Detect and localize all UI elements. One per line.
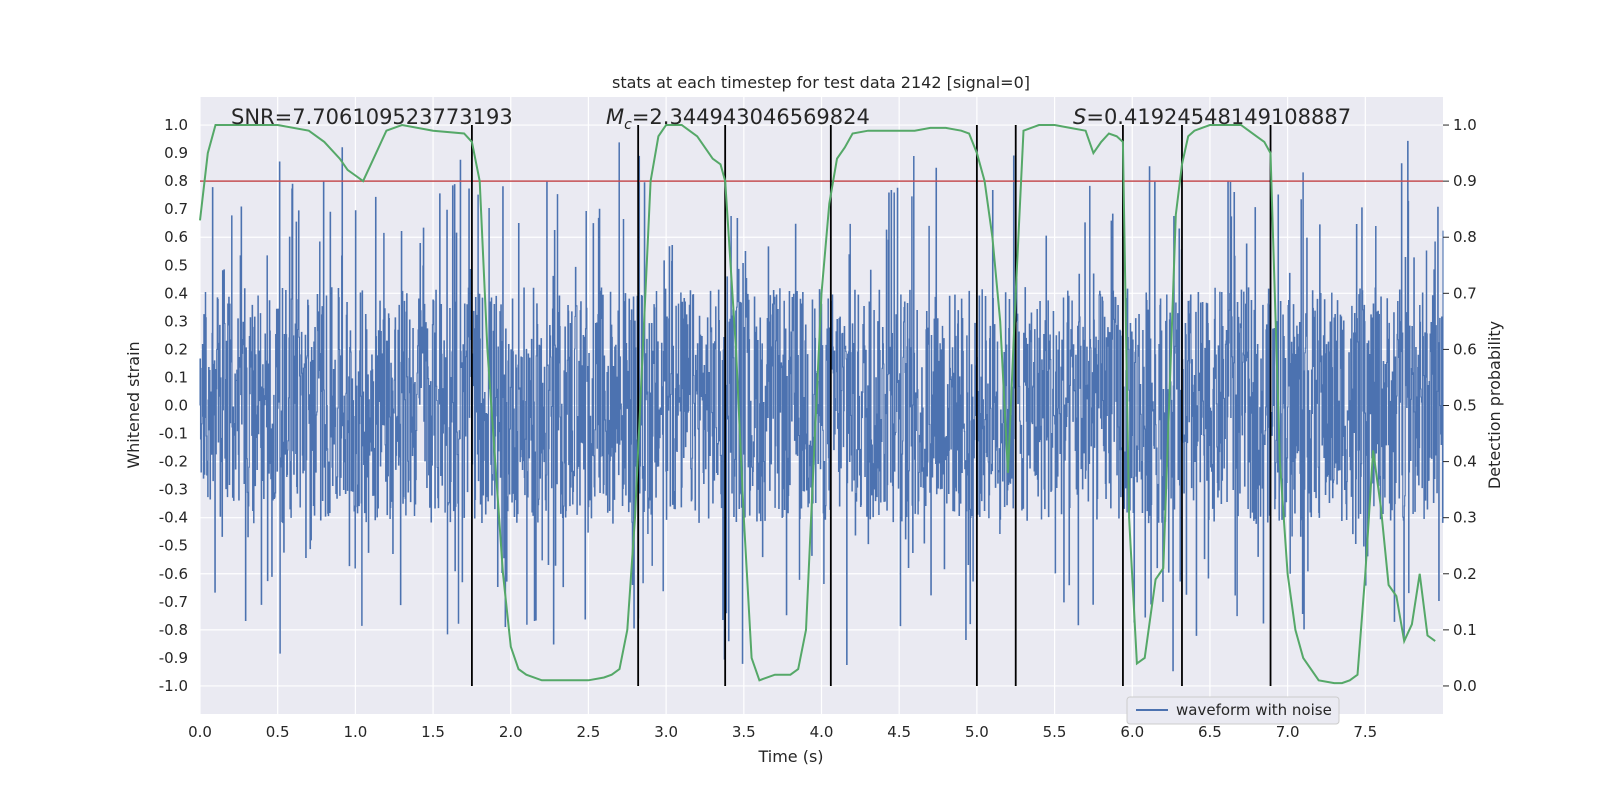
y-tick-label: -0.9 <box>159 649 188 667</box>
y-tick-label: 0.9 <box>164 144 188 162</box>
legend: waveform with noise <box>1126 696 1340 725</box>
strain-series <box>199 140 1444 672</box>
x-tick-label: 0.0 <box>188 723 212 741</box>
s-annotation: S=0.41924548149108887 <box>1073 105 1351 129</box>
y-tick-label: 0.7 <box>164 200 188 218</box>
y2-tick-label: 0.1 <box>1453 621 1477 639</box>
x-tick-label: 3.5 <box>732 723 756 741</box>
y-tick-label: -1.0 <box>159 677 188 695</box>
y-tick-label: 0.6 <box>164 228 188 246</box>
s-symbol: S <box>1073 105 1086 129</box>
chart-title: stats at each timestep for test data 214… <box>612 73 1030 92</box>
x-tick-label: 2.5 <box>577 723 601 741</box>
y-tick-label: 0.8 <box>164 172 188 190</box>
y-tick-label: 0.5 <box>164 256 188 274</box>
y-axis-ticks: 1.0 0.9 0.8 0.7 0.6 0.5 0.4 0.3 0.2 0.1 0.0 -0.1 -0.… <box>159 116 188 695</box>
y-axis-label: Whitened strain <box>124 341 143 468</box>
x-tick-label: 3.0 <box>654 723 678 741</box>
detection-probability-line <box>199 123 1436 685</box>
y-tick-label: -0.2 <box>159 453 188 471</box>
x-tick-label: 2.0 <box>499 723 523 741</box>
y2-axis-label: Detection probability <box>1485 321 1504 489</box>
y-tick-label: 0.1 <box>164 368 188 386</box>
chirp-mass-value: =2.344943046569824 <box>632 105 870 129</box>
y2-tick-label: 1.0 <box>1453 116 1477 134</box>
x-tick-label: 6.5 <box>1198 723 1222 741</box>
y2-tick-label: 0.6 <box>1453 340 1477 358</box>
y-tick-label: -0.5 <box>159 537 188 555</box>
y2-tick-label: 0.2 <box>1453 565 1477 583</box>
strain-waveform-path <box>199 140 1444 672</box>
y-tick-label: 0.0 <box>164 397 188 415</box>
chirp-mass-subscript: c <box>624 117 632 133</box>
y-tick-label: -0.1 <box>159 425 188 443</box>
x-tick-label: 5.5 <box>1043 723 1067 741</box>
y2-tick-label: 0.5 <box>1453 397 1477 415</box>
y-tick-label: -0.7 <box>159 593 188 611</box>
y2-tick-label: 0.7 <box>1453 284 1477 302</box>
snr-annotation: SNR=7.706109523773193 <box>231 105 513 129</box>
y-tick-label: -0.6 <box>159 565 188 583</box>
y-tick-label: -0.3 <box>159 481 188 499</box>
x-tick-label: 1.5 <box>421 723 445 741</box>
chirp-mass-annotation: Mc=2.344943046569824 <box>606 105 870 133</box>
x-tick-label: 4.5 <box>887 723 911 741</box>
x-tick-label: 6.0 <box>1120 723 1144 741</box>
x-tick-label: 4.0 <box>810 723 834 741</box>
s-value: =0.41924548149108887 <box>1086 105 1351 129</box>
y2-tick-label: 0.3 <box>1453 509 1477 527</box>
x-tick-label: 0.5 <box>266 723 290 741</box>
x-tick-label: 7.5 <box>1353 723 1377 741</box>
chirp-mass-symbol: M <box>606 105 624 129</box>
transition-lines <box>471 125 1272 686</box>
x-axis-label: Time (s) <box>757 747 823 766</box>
x-tick-label: 5.0 <box>965 723 989 741</box>
y-tick-label: 1.0 <box>164 116 188 134</box>
y2-tick-label: 0.0 <box>1453 677 1477 695</box>
x-tick-label: 7.0 <box>1276 723 1300 741</box>
legend-box <box>1126 696 1340 725</box>
y-tick-label: -0.4 <box>159 509 188 527</box>
y-tick-label: -0.8 <box>159 621 188 639</box>
y-tick-label: 0.3 <box>164 312 188 330</box>
x-axis-ticks: 0.0 0.5 1.0 1.5 2.0 2.5 3.0 3.5 4.0 4.5 5.0 5.5 6.0 6… <box>188 723 1377 741</box>
y2-axis-ticks: 1.0 0.9 0.8 0.7 0.6 0.5 0.4 0.3 0.2 0.1 0.0 <box>1443 116 1477 695</box>
y-tick-label: 0.2 <box>164 340 188 358</box>
x-tick-label: 1.0 <box>343 723 367 741</box>
y2-tick-label: 0.4 <box>1453 453 1477 471</box>
legend-label: waveform with noise <box>1176 701 1332 719</box>
y2-tick-label: 0.9 <box>1453 172 1477 190</box>
y2-tick-label: 0.8 <box>1453 228 1477 246</box>
y-tick-label: 0.4 <box>164 284 188 302</box>
